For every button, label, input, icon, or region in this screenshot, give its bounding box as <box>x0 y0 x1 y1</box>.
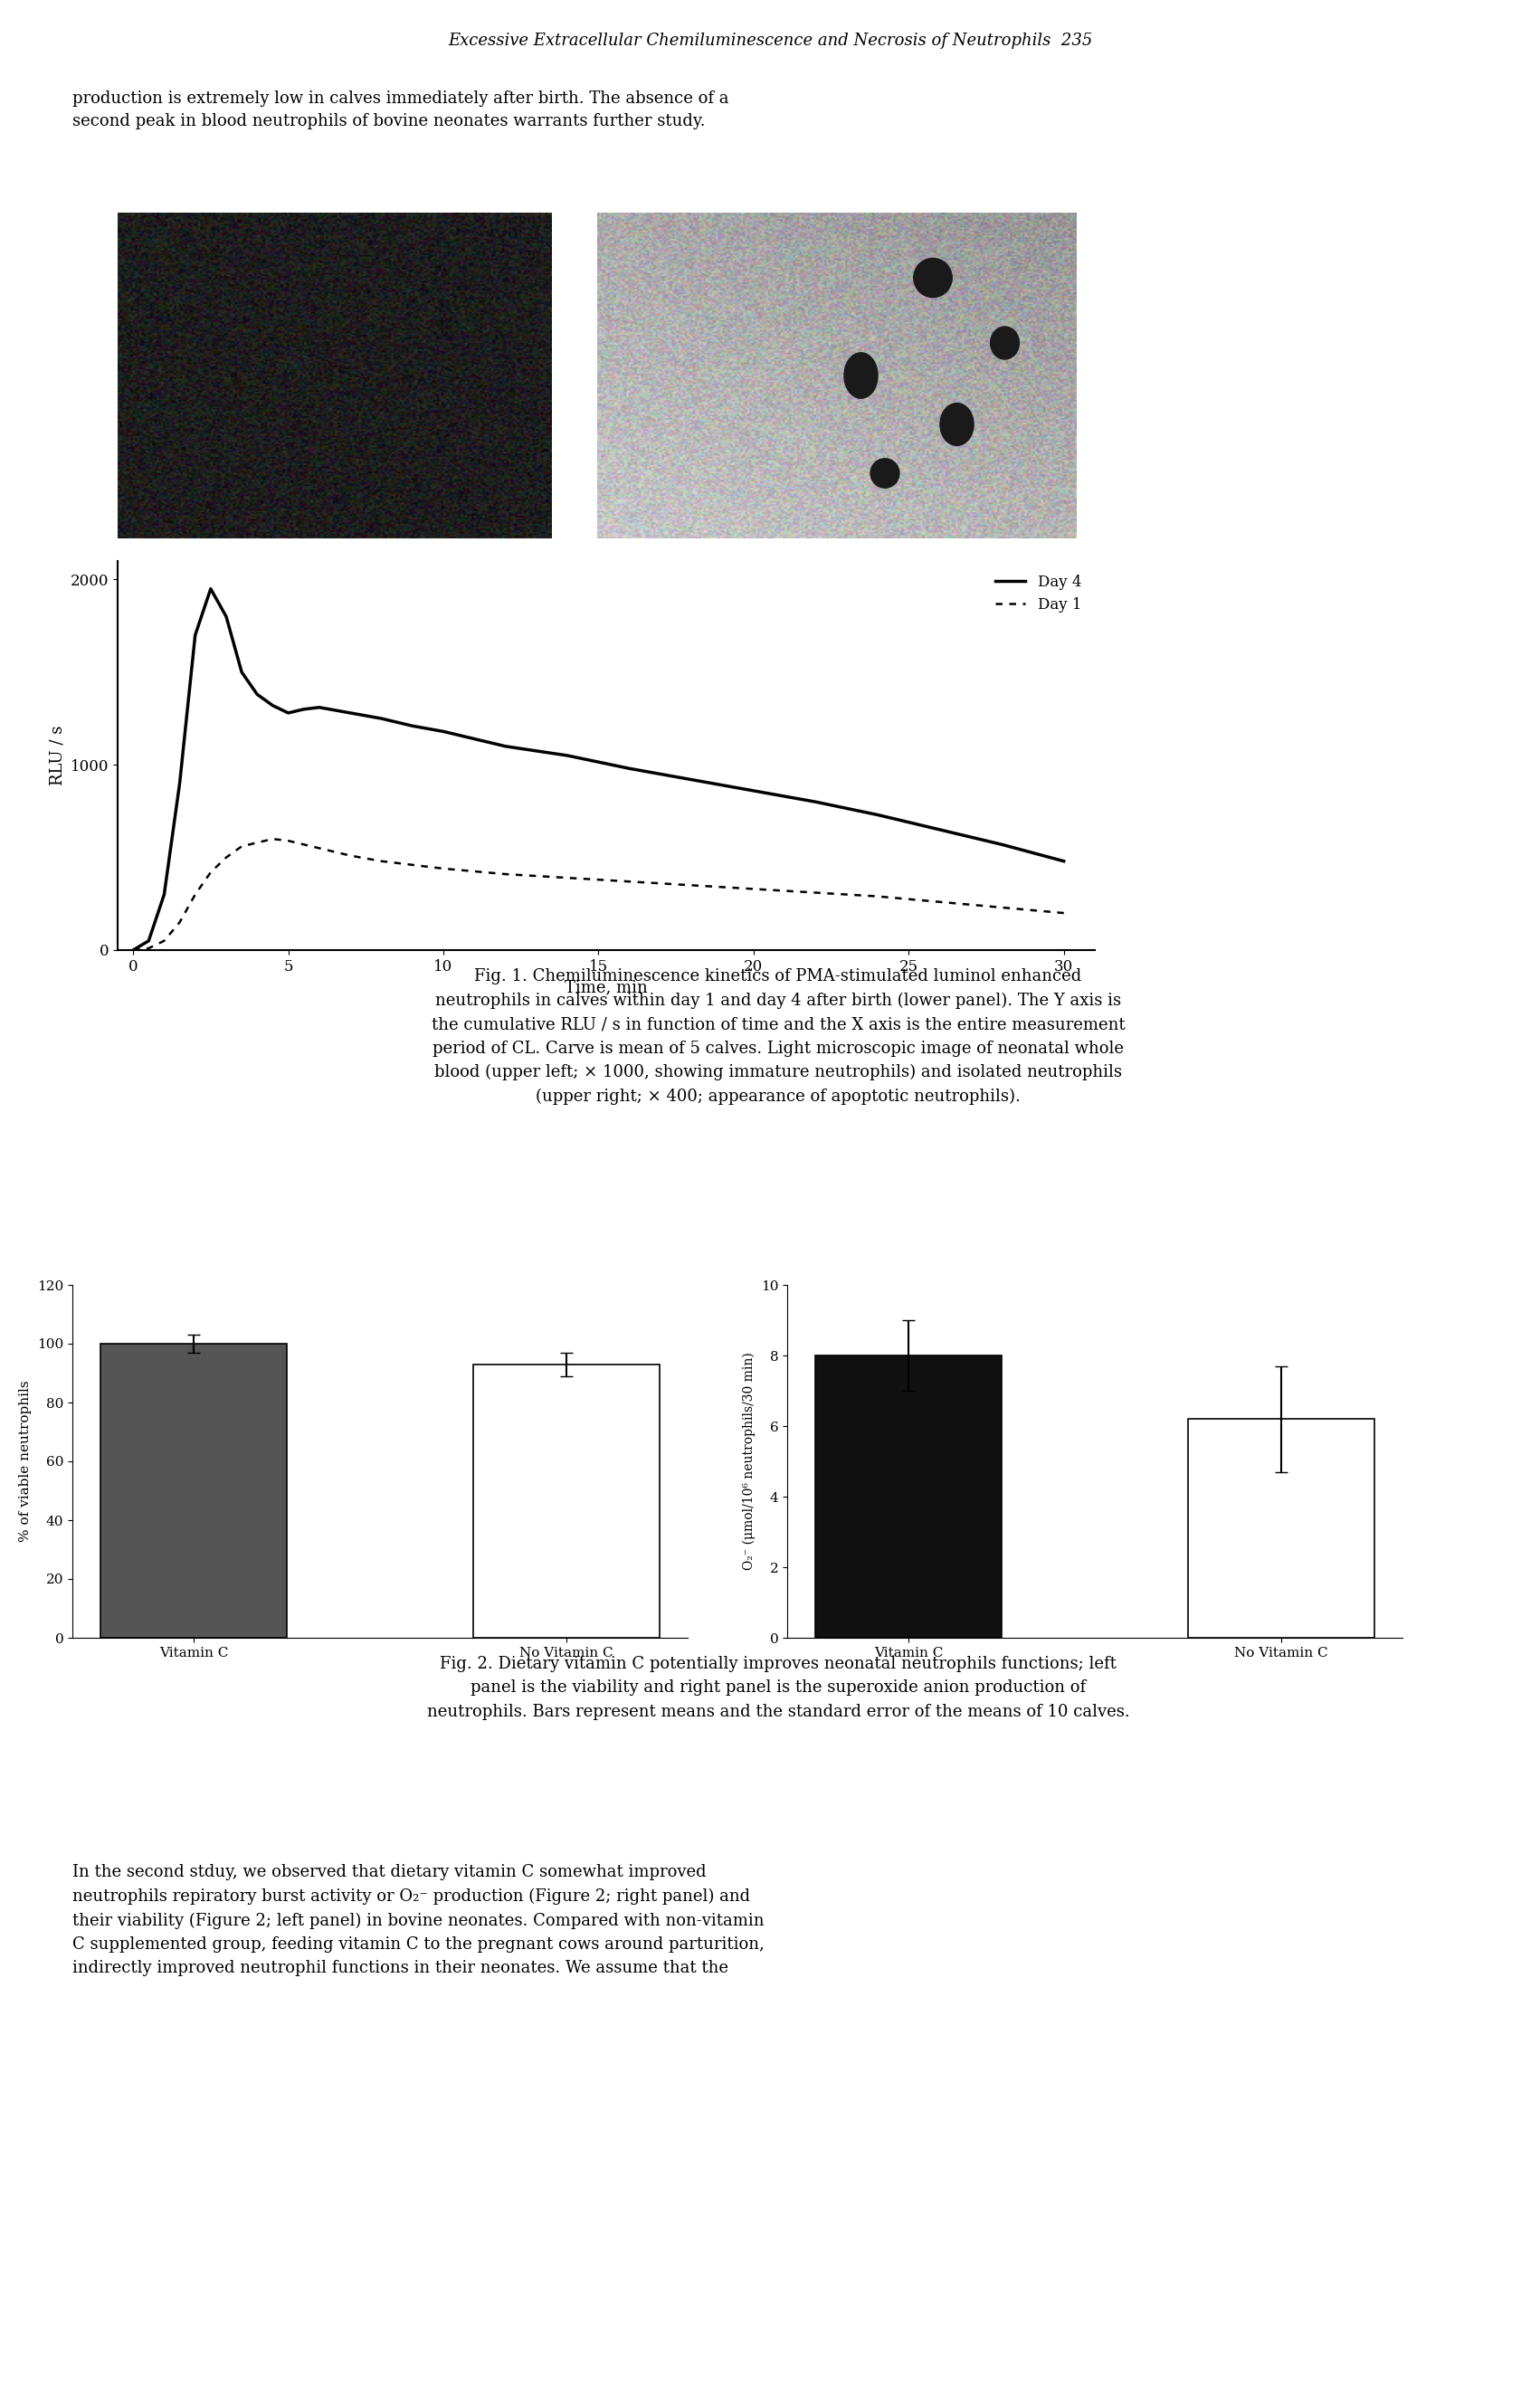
Ellipse shape <box>844 354 878 399</box>
Ellipse shape <box>870 460 899 488</box>
Day 4 <box>171 770 189 799</box>
Day 1 <box>310 835 328 864</box>
Day 4 <box>294 695 313 724</box>
Day 1 <box>434 854 453 883</box>
Day 1 <box>992 893 1010 921</box>
Day 4 <box>373 705 391 734</box>
Text: Excessive Extracellular Chemiluminescence and Necrosis of Neutrophils  235: Excessive Extracellular Chemiluminescenc… <box>448 34 1092 48</box>
Text: production is extremely low in calves immediately after birth. The absence of a
: production is extremely low in calves im… <box>72 91 728 130</box>
Day 1 <box>496 859 514 888</box>
Legend: Day 4, Day 1: Day 4, Day 1 <box>989 568 1087 618</box>
Line: Day 1: Day 1 <box>132 840 1064 950</box>
Day 4 <box>233 657 251 686</box>
Day 4 <box>140 926 159 955</box>
Day 1 <box>621 866 639 895</box>
Day 1 <box>807 878 825 907</box>
Day 4 <box>156 881 174 909</box>
Day 4 <box>279 698 297 727</box>
Day 1 <box>869 883 887 912</box>
Day 1 <box>186 881 205 909</box>
Day 1 <box>217 842 236 871</box>
Day 1 <box>340 842 359 871</box>
Day 4 <box>403 712 422 741</box>
Day 1 <box>744 873 762 902</box>
Day 1 <box>403 849 422 878</box>
Ellipse shape <box>913 257 952 298</box>
Day 1 <box>1055 897 1073 926</box>
Ellipse shape <box>939 404 973 445</box>
Day 1 <box>557 864 576 893</box>
Text: In the second stduy, we observed that dietary vitamin C somewhat improved
neutro: In the second stduy, we observed that di… <box>72 1865 764 1978</box>
Day 4 <box>682 765 701 794</box>
Day 1 <box>171 907 189 936</box>
Day 4 <box>263 691 282 719</box>
Y-axis label: RLU / s: RLU / s <box>49 727 65 787</box>
Day 4 <box>1055 847 1073 876</box>
Line: Day 4: Day 4 <box>132 589 1064 950</box>
Day 4 <box>496 731 514 760</box>
Day 1 <box>123 936 142 965</box>
Y-axis label: O₂⁻ (μmol/10⁶ neutrophils/30 min): O₂⁻ (μmol/10⁶ neutrophils/30 min) <box>742 1352 756 1571</box>
Day 1 <box>373 847 391 876</box>
Day 4 <box>992 830 1010 859</box>
Day 1 <box>930 888 949 917</box>
Bar <box>100 1343 286 1638</box>
Day 1 <box>682 871 701 900</box>
Day 4 <box>434 717 453 746</box>
Day 4 <box>123 936 142 965</box>
Bar <box>1187 1420 1375 1638</box>
Day 4 <box>202 575 220 604</box>
Day 4 <box>869 801 887 830</box>
Ellipse shape <box>990 327 1019 358</box>
Text: Fig. 1. Chemiluminescence kinetics of PMA-stimulated luminol enhanced
neutrophil: Fig. 1. Chemiluminescence kinetics of PM… <box>431 967 1126 1104</box>
Day 1 <box>202 859 220 888</box>
Day 1 <box>279 825 297 854</box>
Day 4 <box>930 816 949 845</box>
Day 4 <box>217 602 236 630</box>
Day 4 <box>744 777 762 806</box>
Day 1 <box>263 825 282 854</box>
Day 4 <box>807 787 825 816</box>
Bar <box>815 1355 1001 1638</box>
Day 1 <box>233 832 251 861</box>
Day 1 <box>156 926 174 955</box>
Day 4 <box>557 741 576 770</box>
X-axis label: Time, min: Time, min <box>565 979 648 996</box>
Bar <box>473 1364 659 1638</box>
Day 1 <box>294 830 313 859</box>
Day 1 <box>140 934 159 962</box>
Y-axis label: % of viable neutrophils: % of viable neutrophils <box>20 1381 32 1542</box>
Day 1 <box>248 828 266 857</box>
Day 4 <box>248 681 266 710</box>
Day 4 <box>340 698 359 727</box>
Text: Fig. 2. Dietary vitamin C potentially improves neonatal neutrophils functions; l: Fig. 2. Dietary vitamin C potentially im… <box>427 1655 1129 1720</box>
Day 4 <box>186 621 205 650</box>
Day 4 <box>621 753 639 782</box>
Day 4 <box>310 693 328 722</box>
